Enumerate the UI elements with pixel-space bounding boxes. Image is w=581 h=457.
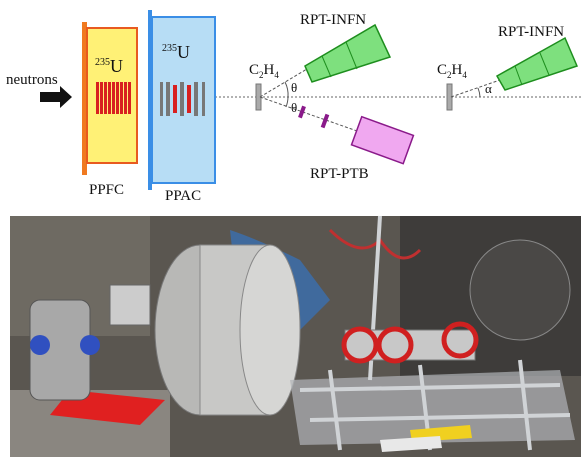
chem: C (437, 62, 447, 78)
detector-telescope (344, 324, 476, 361)
angle-ray (451, 80, 500, 97)
angle-label: α (485, 81, 492, 96)
angle-label: θ (291, 80, 297, 95)
ppac-label: PPAC (165, 188, 201, 204)
infn-detector (497, 38, 577, 90)
ppfc-label: PPFC (89, 182, 124, 198)
chem: H (264, 62, 275, 78)
angle-ray (260, 97, 360, 132)
infn-detector (305, 25, 390, 82)
target-2-label: C2H4 (437, 62, 467, 80)
isotope-mass: 235 (162, 43, 177, 54)
setup-diagram: neutrons 235U PPFC 235U PPAC C2H4 θ θ (6, 10, 581, 204)
ptb-counter (298, 106, 306, 119)
chem: C (249, 62, 259, 78)
isotope-symbol: U (177, 42, 190, 62)
angle-arc (285, 82, 288, 107)
infn-label: RPT-INFN (300, 12, 366, 28)
ptb-label: RPT-PTB (310, 166, 369, 182)
beam-arrow (40, 86, 72, 108)
figure: neutrons 235U PPFC 235U PPAC C2H4 θ θ (0, 0, 581, 457)
angle-label: θ (291, 100, 297, 115)
isotope-mass: 235 (95, 57, 110, 68)
ptb-detector (351, 117, 413, 164)
ppfc-plates (96, 82, 131, 114)
setup-photo (10, 216, 581, 457)
chem: H (452, 62, 463, 78)
angle-arc (478, 88, 480, 97)
neutrons-label: neutrons (6, 72, 58, 88)
target-1-label: C2H4 (249, 62, 279, 80)
chem-sub: 4 (462, 70, 467, 80)
isotope-symbol: U (110, 56, 123, 76)
chem-sub: 4 (274, 70, 279, 80)
infn-label: RPT-INFN (498, 24, 564, 40)
